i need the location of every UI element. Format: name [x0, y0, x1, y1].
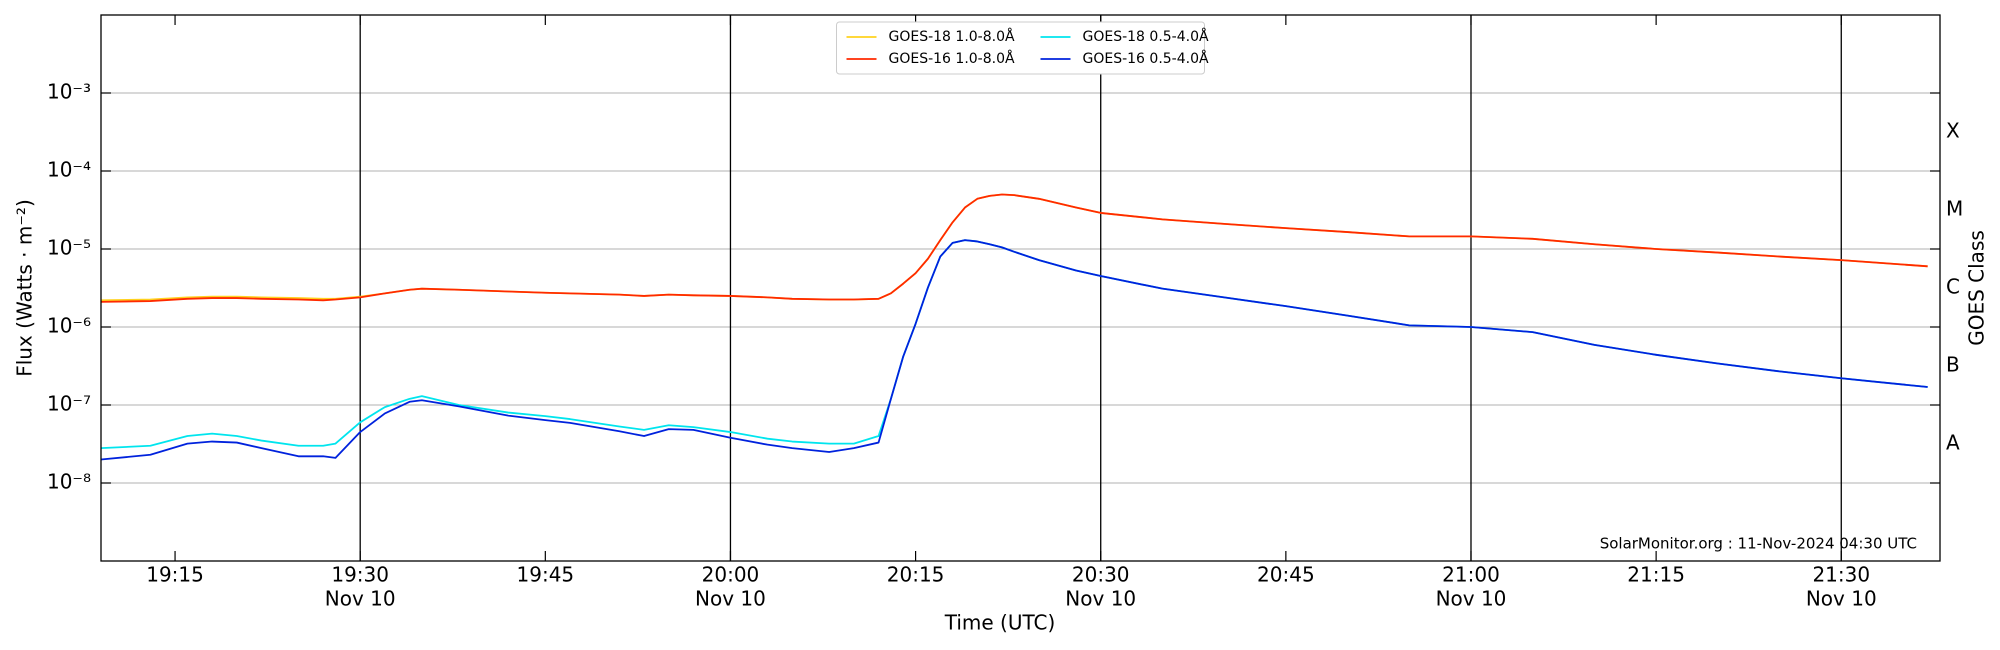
y2-tick-label: C [1946, 275, 1960, 299]
x-tick-label: 20:30 [1072, 563, 1130, 587]
x-tick-label: 21:00 [1442, 563, 1500, 587]
x-tick-label: 20:45 [1257, 563, 1315, 587]
x-tick-date: Nov 10 [1436, 587, 1507, 611]
y-tick-label: 10⁻³ [47, 80, 91, 104]
legend-label: GOES-18 1.0-8.0Å [889, 28, 1015, 45]
y-tick-label: 10⁻⁶ [47, 314, 91, 338]
legend-label: GOES-16 0.5-4.0Å [1083, 50, 1209, 67]
x-tick-label: 20:00 [702, 563, 760, 587]
x-tick-label: 19:45 [517, 563, 575, 587]
y2-tick-label: X [1946, 119, 1960, 143]
x-tick-label: 21:15 [1627, 563, 1685, 587]
y2-tick-label: A [1946, 431, 1960, 455]
credit: SolarMonitor.org : 11-Nov-2024 04:30 UTC [1600, 535, 1917, 553]
y2-tick-label: M [1946, 197, 1963, 221]
x-tick-date: Nov 10 [1806, 587, 1877, 611]
y2-axis-label: GOES Class [1965, 230, 1989, 346]
y-axis-label: Flux (Watts · m⁻²) [13, 199, 37, 377]
x-axis-label: Time (UTC) [944, 611, 1056, 635]
x-tick-label: 19:30 [331, 563, 389, 587]
y-tick-label: 10⁻⁵ [47, 236, 91, 260]
x-tick-label: 21:30 [1812, 563, 1870, 587]
x-tick-date: Nov 10 [695, 587, 766, 611]
plot-frame [100, 14, 1941, 562]
series-line [100, 239, 1928, 461]
legend-label: GOES-18 0.5-4.0Å [1083, 28, 1209, 45]
y-tick-label: 10⁻⁴ [47, 158, 91, 182]
x-tick-label: 20:15 [887, 563, 945, 587]
legend-box [836, 21, 1205, 75]
y2-tick-label: B [1946, 353, 1960, 377]
y-tick-label: 10⁻⁸ [47, 470, 91, 494]
x-tick-label: 19:15 [146, 563, 204, 587]
series-line [100, 193, 1928, 303]
x-tick-date: Nov 10 [325, 587, 396, 611]
x-tick-date: Nov 10 [1065, 587, 1136, 611]
y-tick-label: 10⁻⁷ [47, 392, 91, 416]
legend-label: GOES-16 1.0-8.0Å [889, 50, 1015, 67]
legend: GOES-18 1.0-8.0Å GOES-16 1.0-8.0Å GOES-18 … [836, 21, 1209, 75]
